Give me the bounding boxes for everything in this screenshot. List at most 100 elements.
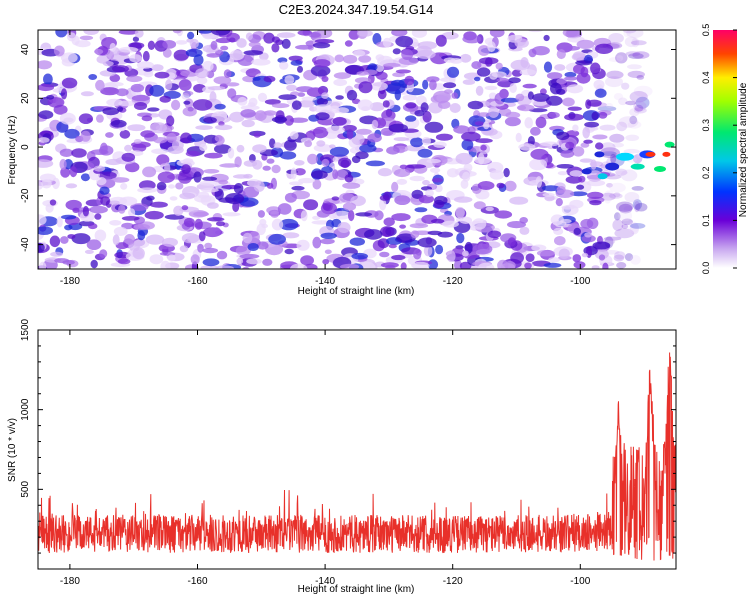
heatmap-cell	[252, 144, 267, 153]
heatmap-cell	[546, 95, 563, 106]
heatmap-cell	[126, 75, 143, 83]
heatmap-cell	[505, 111, 521, 119]
heatmap-cell	[149, 84, 165, 97]
heatmap-cell	[133, 223, 150, 230]
heatmap-cell	[433, 141, 447, 148]
heatmap-cell	[597, 105, 617, 112]
heatmap-cell	[375, 54, 385, 61]
heatmap-cell	[398, 57, 419, 65]
heatmap-cell	[555, 198, 563, 207]
heatmap-cell	[525, 253, 535, 262]
heatmap-cell	[321, 92, 329, 99]
heatmap-cell	[564, 113, 584, 121]
heatmap-cell	[329, 144, 336, 149]
heatmap-cell	[599, 124, 616, 131]
heatmap-cell	[472, 218, 487, 230]
heatmap-cell	[404, 75, 415, 86]
heatmap-cell	[475, 138, 493, 144]
y-tick-label: 500	[20, 481, 31, 498]
heatmap-cell	[573, 261, 586, 269]
heatmap-cell	[100, 87, 119, 96]
heatmap-cell	[179, 192, 196, 200]
heatmap-cell	[422, 79, 429, 90]
heatmap-cell	[359, 144, 377, 153]
signal-hotspot	[616, 152, 634, 161]
heatmap-cell	[146, 195, 155, 201]
heatmap-cell	[118, 196, 138, 206]
heatmap-cell	[149, 201, 168, 208]
heatmap-cell	[477, 45, 490, 56]
heatmap-cell	[183, 217, 195, 228]
heatmap-cell	[59, 148, 74, 157]
heatmap-cell	[634, 104, 644, 112]
heatmap-cell	[243, 173, 253, 179]
heatmap-cell	[422, 179, 430, 186]
heatmap-cell	[344, 40, 353, 47]
heatmap-cell	[150, 122, 167, 134]
heatmap-cell	[298, 177, 315, 184]
heatmap-cell	[630, 255, 641, 265]
heatmap-cell	[195, 125, 213, 130]
colorbar-tick-label: 0.4	[701, 71, 711, 84]
heatmap-cell	[145, 234, 165, 245]
heatmap-cell	[635, 96, 650, 109]
heatmap-cell	[379, 195, 390, 201]
heatmap-cell	[624, 192, 640, 203]
heatmap-cell	[359, 261, 376, 269]
heatmap-cell	[344, 174, 354, 183]
heatmap-cell	[604, 190, 614, 198]
heatmap-cell	[156, 181, 167, 191]
heatmap-cell	[604, 236, 622, 241]
heatmap-cell	[222, 212, 241, 217]
heatmap-cell	[612, 219, 624, 231]
heatmap-cell	[488, 106, 499, 118]
colorbar-tick-label: 0.0	[701, 262, 711, 275]
heatmap-cell	[410, 137, 424, 148]
heatmap-cell	[411, 30, 427, 38]
heatmap-cell	[295, 44, 313, 50]
heatmap-cell	[266, 182, 274, 189]
heatmap-cell	[583, 139, 593, 144]
heatmap-cell	[563, 45, 580, 51]
heatmap-cell	[371, 119, 379, 130]
heatmap-cell	[364, 229, 383, 240]
heatmap-cell	[455, 152, 473, 165]
heatmap-cell	[420, 102, 429, 113]
heatmap-cell	[494, 210, 513, 219]
heatmap-cell	[59, 112, 76, 125]
heatmap-cell	[401, 49, 414, 60]
heatmap-cell	[89, 205, 108, 214]
heatmap-cell	[443, 57, 456, 63]
heatmap-cell	[233, 183, 244, 194]
heatmap-cell	[374, 210, 384, 221]
heatmap-cell	[38, 83, 55, 92]
heatmap-cell	[575, 60, 593, 66]
heatmap-cell	[166, 115, 175, 127]
heatmap-cell	[207, 86, 226, 91]
heatmap-cell	[253, 132, 261, 138]
heatmap-cell	[109, 74, 121, 83]
heatmap-cell	[308, 32, 321, 38]
heatmap-cell	[517, 105, 527, 110]
heatmap-cell	[257, 210, 265, 218]
heatmap-cell	[169, 196, 178, 201]
heatmap-cell	[527, 30, 544, 33]
signal-hotspot	[645, 151, 656, 157]
signal-hotspot	[654, 166, 666, 172]
heatmap-cell	[88, 74, 98, 80]
heatmap-cell	[59, 158, 67, 170]
heatmap-cell	[629, 115, 638, 125]
heatmap-cell	[542, 192, 555, 197]
heatmap-cell	[618, 210, 633, 222]
heatmap-cell	[291, 100, 302, 110]
heatmap-cell	[383, 217, 395, 227]
heatmap-cell	[282, 232, 300, 239]
heatmap-cell	[524, 117, 533, 129]
heatmap-cell	[503, 167, 510, 178]
heatmap-cell	[349, 237, 365, 246]
heatmap-cell	[346, 89, 358, 101]
heatmap-cell	[379, 251, 390, 258]
heatmap-cell	[313, 104, 333, 114]
heatmap-cell	[65, 183, 78, 189]
heatmap-cell	[382, 100, 390, 108]
